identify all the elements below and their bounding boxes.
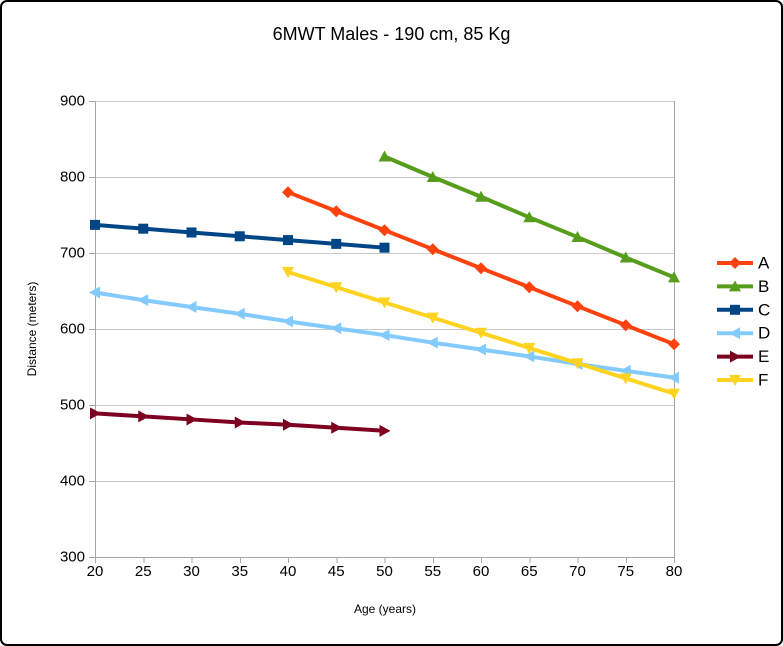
series-E-marker [138, 410, 150, 423]
legend-F-label: F [758, 371, 768, 390]
series-A-marker [571, 300, 584, 313]
series-E-marker [234, 416, 246, 429]
series-A-marker [475, 262, 487, 275]
series-B-marker [571, 231, 584, 243]
series-F-marker [619, 373, 632, 385]
series-A-marker [426, 243, 439, 256]
x-tick-label-75: 75 [617, 563, 634, 580]
y-tick-label-700: 700 [60, 245, 85, 262]
series-F-marker [426, 312, 439, 324]
series-D-marker [475, 343, 486, 356]
legend-D-marker [729, 327, 740, 340]
series-F-marker [571, 358, 584, 370]
series-B-marker [619, 251, 632, 263]
legend-A-label: A [758, 254, 770, 273]
series-A-marker [282, 186, 294, 199]
legend-B-marker [729, 280, 741, 292]
series-C-marker [90, 219, 100, 230]
y-tick-label-500: 500 [60, 397, 85, 414]
series-C-marker [186, 227, 197, 238]
x-tick-label-65: 65 [521, 563, 538, 580]
series-A-marker [378, 224, 391, 237]
legend-C-label: C [758, 300, 770, 319]
series-B-marker [523, 211, 536, 223]
legend-A-marker [729, 257, 741, 269]
series-D-marker [330, 322, 342, 335]
series-E-marker [90, 407, 101, 420]
series-D-marker [668, 371, 679, 384]
series-D-marker [89, 286, 100, 299]
legend-D-label: D [758, 324, 770, 343]
series-E-marker [186, 413, 198, 426]
series-C-marker [331, 238, 342, 249]
legend-E-marker [730, 350, 741, 363]
series-B-marker [378, 150, 391, 162]
x-tick-label-25: 25 [135, 563, 152, 580]
y-tick-label-400: 400 [60, 473, 85, 490]
series-A-marker [619, 319, 632, 332]
chart-title: 6MWT Males - 190 cm, 85 Kg [272, 24, 511, 44]
series-D-marker [137, 294, 149, 307]
legend-C-marker [730, 304, 740, 315]
series-E-marker [331, 421, 343, 434]
series-A-marker [523, 281, 536, 294]
y-tick-label-800: 800 [60, 169, 85, 186]
series-E-marker [379, 424, 391, 437]
series-B-marker [475, 190, 487, 202]
series-F-marker [330, 282, 343, 294]
x-tick-label-35: 35 [231, 563, 248, 580]
series-F-marker [282, 267, 294, 278]
y-tick-label-900: 900 [60, 93, 85, 110]
series-A-marker [668, 338, 680, 351]
x-tick-label-20: 20 [87, 563, 104, 580]
series-C-marker [283, 235, 293, 246]
series-F-marker [378, 297, 391, 309]
x-tick-label-30: 30 [183, 563, 200, 580]
series-D-marker [523, 350, 535, 363]
x-tick-label-40: 40 [280, 563, 297, 580]
legend-E-label: E [758, 347, 769, 366]
y-tick-label-300: 300 [60, 549, 85, 566]
series-C-marker [138, 223, 149, 234]
series-B-marker [668, 271, 680, 283]
series-F-marker [475, 327, 487, 339]
x-axis-title: Age (years) [353, 602, 417, 616]
series-C-marker [234, 231, 245, 242]
x-tick-label-80: 80 [666, 563, 683, 580]
series-C-marker [379, 242, 390, 253]
x-tick-label-60: 60 [473, 563, 490, 580]
legend-F-marker [729, 375, 741, 386]
series-F-marker [668, 388, 680, 400]
y-axis-title: Distance (meters) [25, 281, 39, 377]
x-tick-label-55: 55 [424, 563, 441, 580]
series-A-marker [330, 205, 343, 218]
series-D-marker [233, 307, 245, 320]
series-E-marker [283, 418, 294, 431]
x-tick-label-50: 50 [376, 563, 393, 580]
x-tick-label-70: 70 [569, 563, 586, 580]
series-D-marker [378, 329, 390, 342]
x-tick-label-45: 45 [328, 563, 345, 580]
series-D-marker [426, 336, 438, 349]
legend-B-label: B [758, 277, 769, 296]
series-F-marker [523, 343, 536, 354]
y-tick-label-600: 600 [60, 321, 85, 338]
series-D-marker [185, 300, 197, 313]
series-B-marker [426, 171, 439, 182]
series-D-marker [282, 315, 293, 328]
